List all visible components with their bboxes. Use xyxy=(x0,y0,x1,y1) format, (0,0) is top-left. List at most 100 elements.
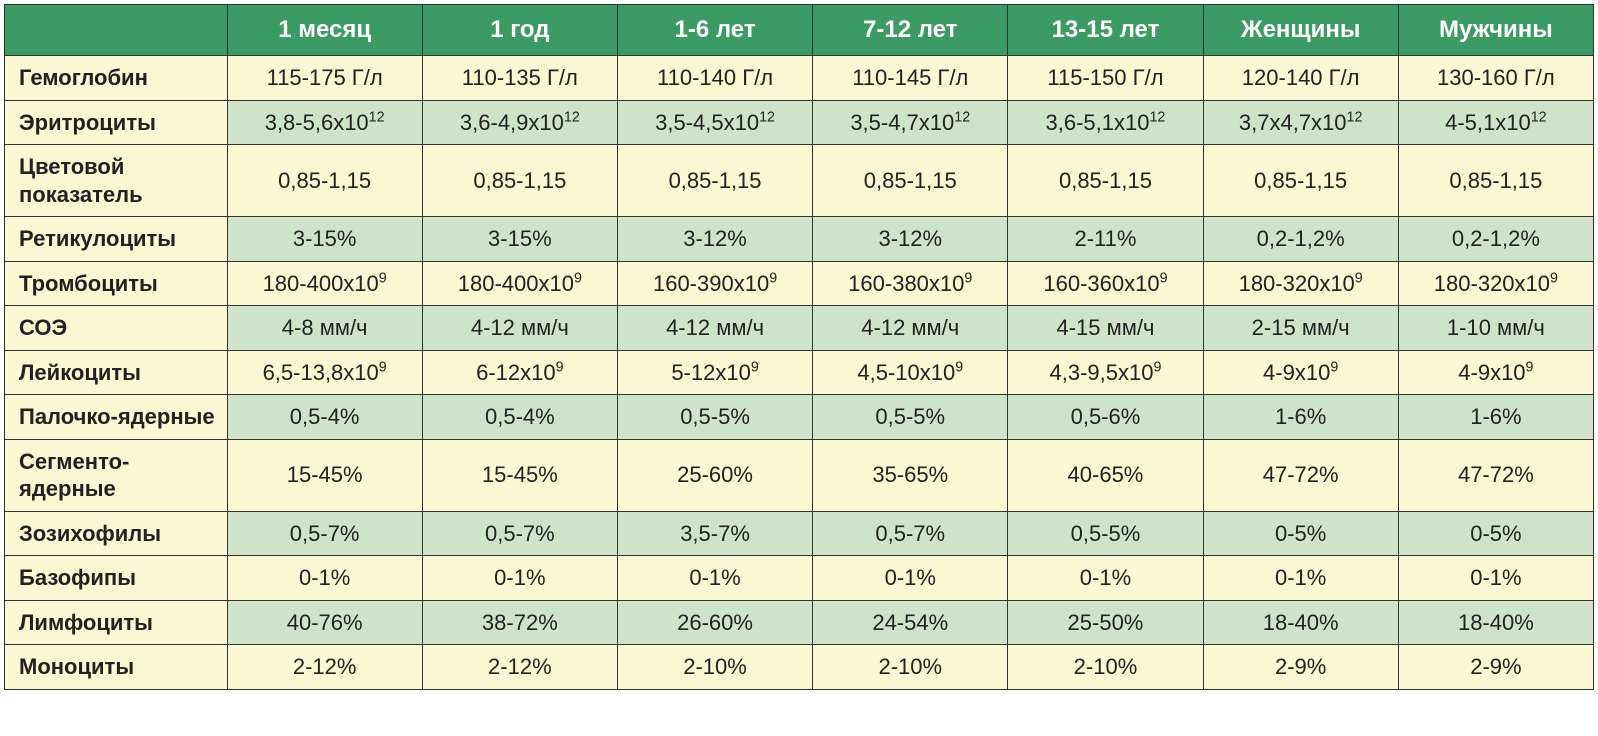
table-cell: 2-10% xyxy=(1008,645,1203,690)
header-col: 1-6 лет xyxy=(617,5,812,56)
table-cell: 4-8 мм/ч xyxy=(227,306,422,351)
table-cell: 0,2-1,2% xyxy=(1203,217,1398,262)
exponent: 9 xyxy=(556,359,564,375)
header-col: Женщины xyxy=(1203,5,1398,56)
table-cell: 0,5-4% xyxy=(227,395,422,440)
row-label: Ретикулоциты xyxy=(5,217,228,262)
table-cell: 180-400х109 xyxy=(227,261,422,306)
row-label: Моноциты xyxy=(5,645,228,690)
row-label: Лимфоциты xyxy=(5,600,228,645)
table-row: Цветовой показатель0,85-1,150,85-1,150,8… xyxy=(5,145,1594,217)
row-label: Сегменто-ядерные xyxy=(5,439,228,511)
table-cell: 3,7х4,7х1012 xyxy=(1203,100,1398,145)
table-cell: 0,2-1,2% xyxy=(1398,217,1593,262)
header-col: 13-15 лет xyxy=(1008,5,1203,56)
table-cell: 180-400х109 xyxy=(422,261,617,306)
exponent: 9 xyxy=(1160,270,1168,286)
table-cell: 0,5-5% xyxy=(1008,511,1203,556)
table-cell: 0-5% xyxy=(1203,511,1398,556)
table-cell: 160-390х109 xyxy=(617,261,812,306)
table-cell: 3,6-4,9х1012 xyxy=(422,100,617,145)
table-cell: 0,5-5% xyxy=(617,395,812,440)
exponent: 12 xyxy=(954,109,970,125)
table-cell: 2-9% xyxy=(1398,645,1593,690)
table-cell: 4,5-10х109 xyxy=(813,350,1008,395)
table-cell: 1-10 мм/ч xyxy=(1398,306,1593,351)
exponent: 12 xyxy=(1347,109,1363,125)
table-row: СОЭ4-8 мм/ч4-12 мм/ч4-12 мм/ч4-12 мм/ч4-… xyxy=(5,306,1594,351)
table-cell: 180-320х109 xyxy=(1398,261,1593,306)
exponent: 9 xyxy=(1330,359,1338,375)
exponent: 12 xyxy=(369,109,385,125)
table-cell: 18-40% xyxy=(1203,600,1398,645)
exponent: 9 xyxy=(1526,359,1534,375)
exponent: 9 xyxy=(574,270,582,286)
table-cell: 6-12х109 xyxy=(422,350,617,395)
table-cell: 3-15% xyxy=(422,217,617,262)
table-cell: 0-1% xyxy=(422,556,617,601)
table-cell: 5-12х109 xyxy=(617,350,812,395)
exponent: 9 xyxy=(1153,359,1161,375)
table-row: Гемоглобин115-175 Г/л110-135 Г/л110-140 … xyxy=(5,56,1594,101)
table-cell: 4-12 мм/ч xyxy=(422,306,617,351)
blood-reference-table: 1 месяц 1 год 1-6 лет 7-12 лет 13-15 лет… xyxy=(4,4,1594,690)
table-cell: 2-12% xyxy=(422,645,617,690)
table-cell: 4-9х109 xyxy=(1398,350,1593,395)
table-cell: 3,8-5,6х1012 xyxy=(227,100,422,145)
row-label: Гемоглобин xyxy=(5,56,228,101)
table-cell: 0-5% xyxy=(1398,511,1593,556)
exponent: 12 xyxy=(1149,109,1165,125)
table-cell: 35-65% xyxy=(813,439,1008,511)
table-cell: 0,85-1,15 xyxy=(1008,145,1203,217)
table-cell: 0-1% xyxy=(1203,556,1398,601)
exponent: 9 xyxy=(1550,270,1558,286)
table-cell: 0-1% xyxy=(813,556,1008,601)
table-cell: 0,5-6% xyxy=(1008,395,1203,440)
table-cell: 115-175 Г/л xyxy=(227,56,422,101)
header-col: 1 год xyxy=(422,5,617,56)
table-cell: 130-160 Г/л xyxy=(1398,56,1593,101)
table-cell: 2-9% xyxy=(1203,645,1398,690)
table-cell: 0,85-1,15 xyxy=(617,145,812,217)
table-cell: 40-65% xyxy=(1008,439,1203,511)
row-label: СОЭ xyxy=(5,306,228,351)
exponent: 12 xyxy=(759,109,775,125)
exponent: 9 xyxy=(1355,270,1363,286)
table-cell: 160-360х109 xyxy=(1008,261,1203,306)
table-cell: 115-150 Г/л xyxy=(1008,56,1203,101)
table-cell: 2-15 мм/ч xyxy=(1203,306,1398,351)
table-header: 1 месяц 1 год 1-6 лет 7-12 лет 13-15 лет… xyxy=(5,5,1594,56)
table-row: Лейкоциты6,5-13,8х1096-12х1095-12х1094,5… xyxy=(5,350,1594,395)
table-cell: 3,5-4,7х1012 xyxy=(813,100,1008,145)
table-cell: 0-1% xyxy=(227,556,422,601)
table-cell: 110-135 Г/л xyxy=(422,56,617,101)
table-cell: 3-12% xyxy=(617,217,812,262)
exponent: 9 xyxy=(769,270,777,286)
table-cell: 4-12 мм/ч xyxy=(617,306,812,351)
table-row: Базофипы0-1%0-1%0-1%0-1%0-1%0-1%0-1% xyxy=(5,556,1594,601)
table-cell: 2-11% xyxy=(1008,217,1203,262)
table-cell: 25-50% xyxy=(1008,600,1203,645)
table-cell: 0,85-1,15 xyxy=(227,145,422,217)
table-row: Эритроциты3,8-5,6х10123,6-4,9х10123,5-4,… xyxy=(5,100,1594,145)
table-cell: 180-320х109 xyxy=(1203,261,1398,306)
table-cell: 15-45% xyxy=(422,439,617,511)
table-cell: 0,85-1,15 xyxy=(1398,145,1593,217)
table-cell: 4-5,1х1012 xyxy=(1398,100,1593,145)
table-cell: 1-6% xyxy=(1203,395,1398,440)
table-cell: 0,5-4% xyxy=(422,395,617,440)
table-cell: 6,5-13,8х109 xyxy=(227,350,422,395)
exponent: 9 xyxy=(964,270,972,286)
header-col: 1 месяц xyxy=(227,5,422,56)
table-row: Сегменто-ядерные15-45%15-45%25-60%35-65%… xyxy=(5,439,1594,511)
row-label: Палочко-ядерные xyxy=(5,395,228,440)
row-label: Тромбоциты xyxy=(5,261,228,306)
table-cell: 160-380х109 xyxy=(813,261,1008,306)
table-cell: 15-45% xyxy=(227,439,422,511)
table-cell: 0-1% xyxy=(1398,556,1593,601)
table-cell: 40-76% xyxy=(227,600,422,645)
table-cell: 0,5-7% xyxy=(227,511,422,556)
table-row: Лимфоциты40-76%38-72%26-60%24-54%25-50%1… xyxy=(5,600,1594,645)
table-cell: 24-54% xyxy=(813,600,1008,645)
table-cell: 4-15 мм/ч xyxy=(1008,306,1203,351)
